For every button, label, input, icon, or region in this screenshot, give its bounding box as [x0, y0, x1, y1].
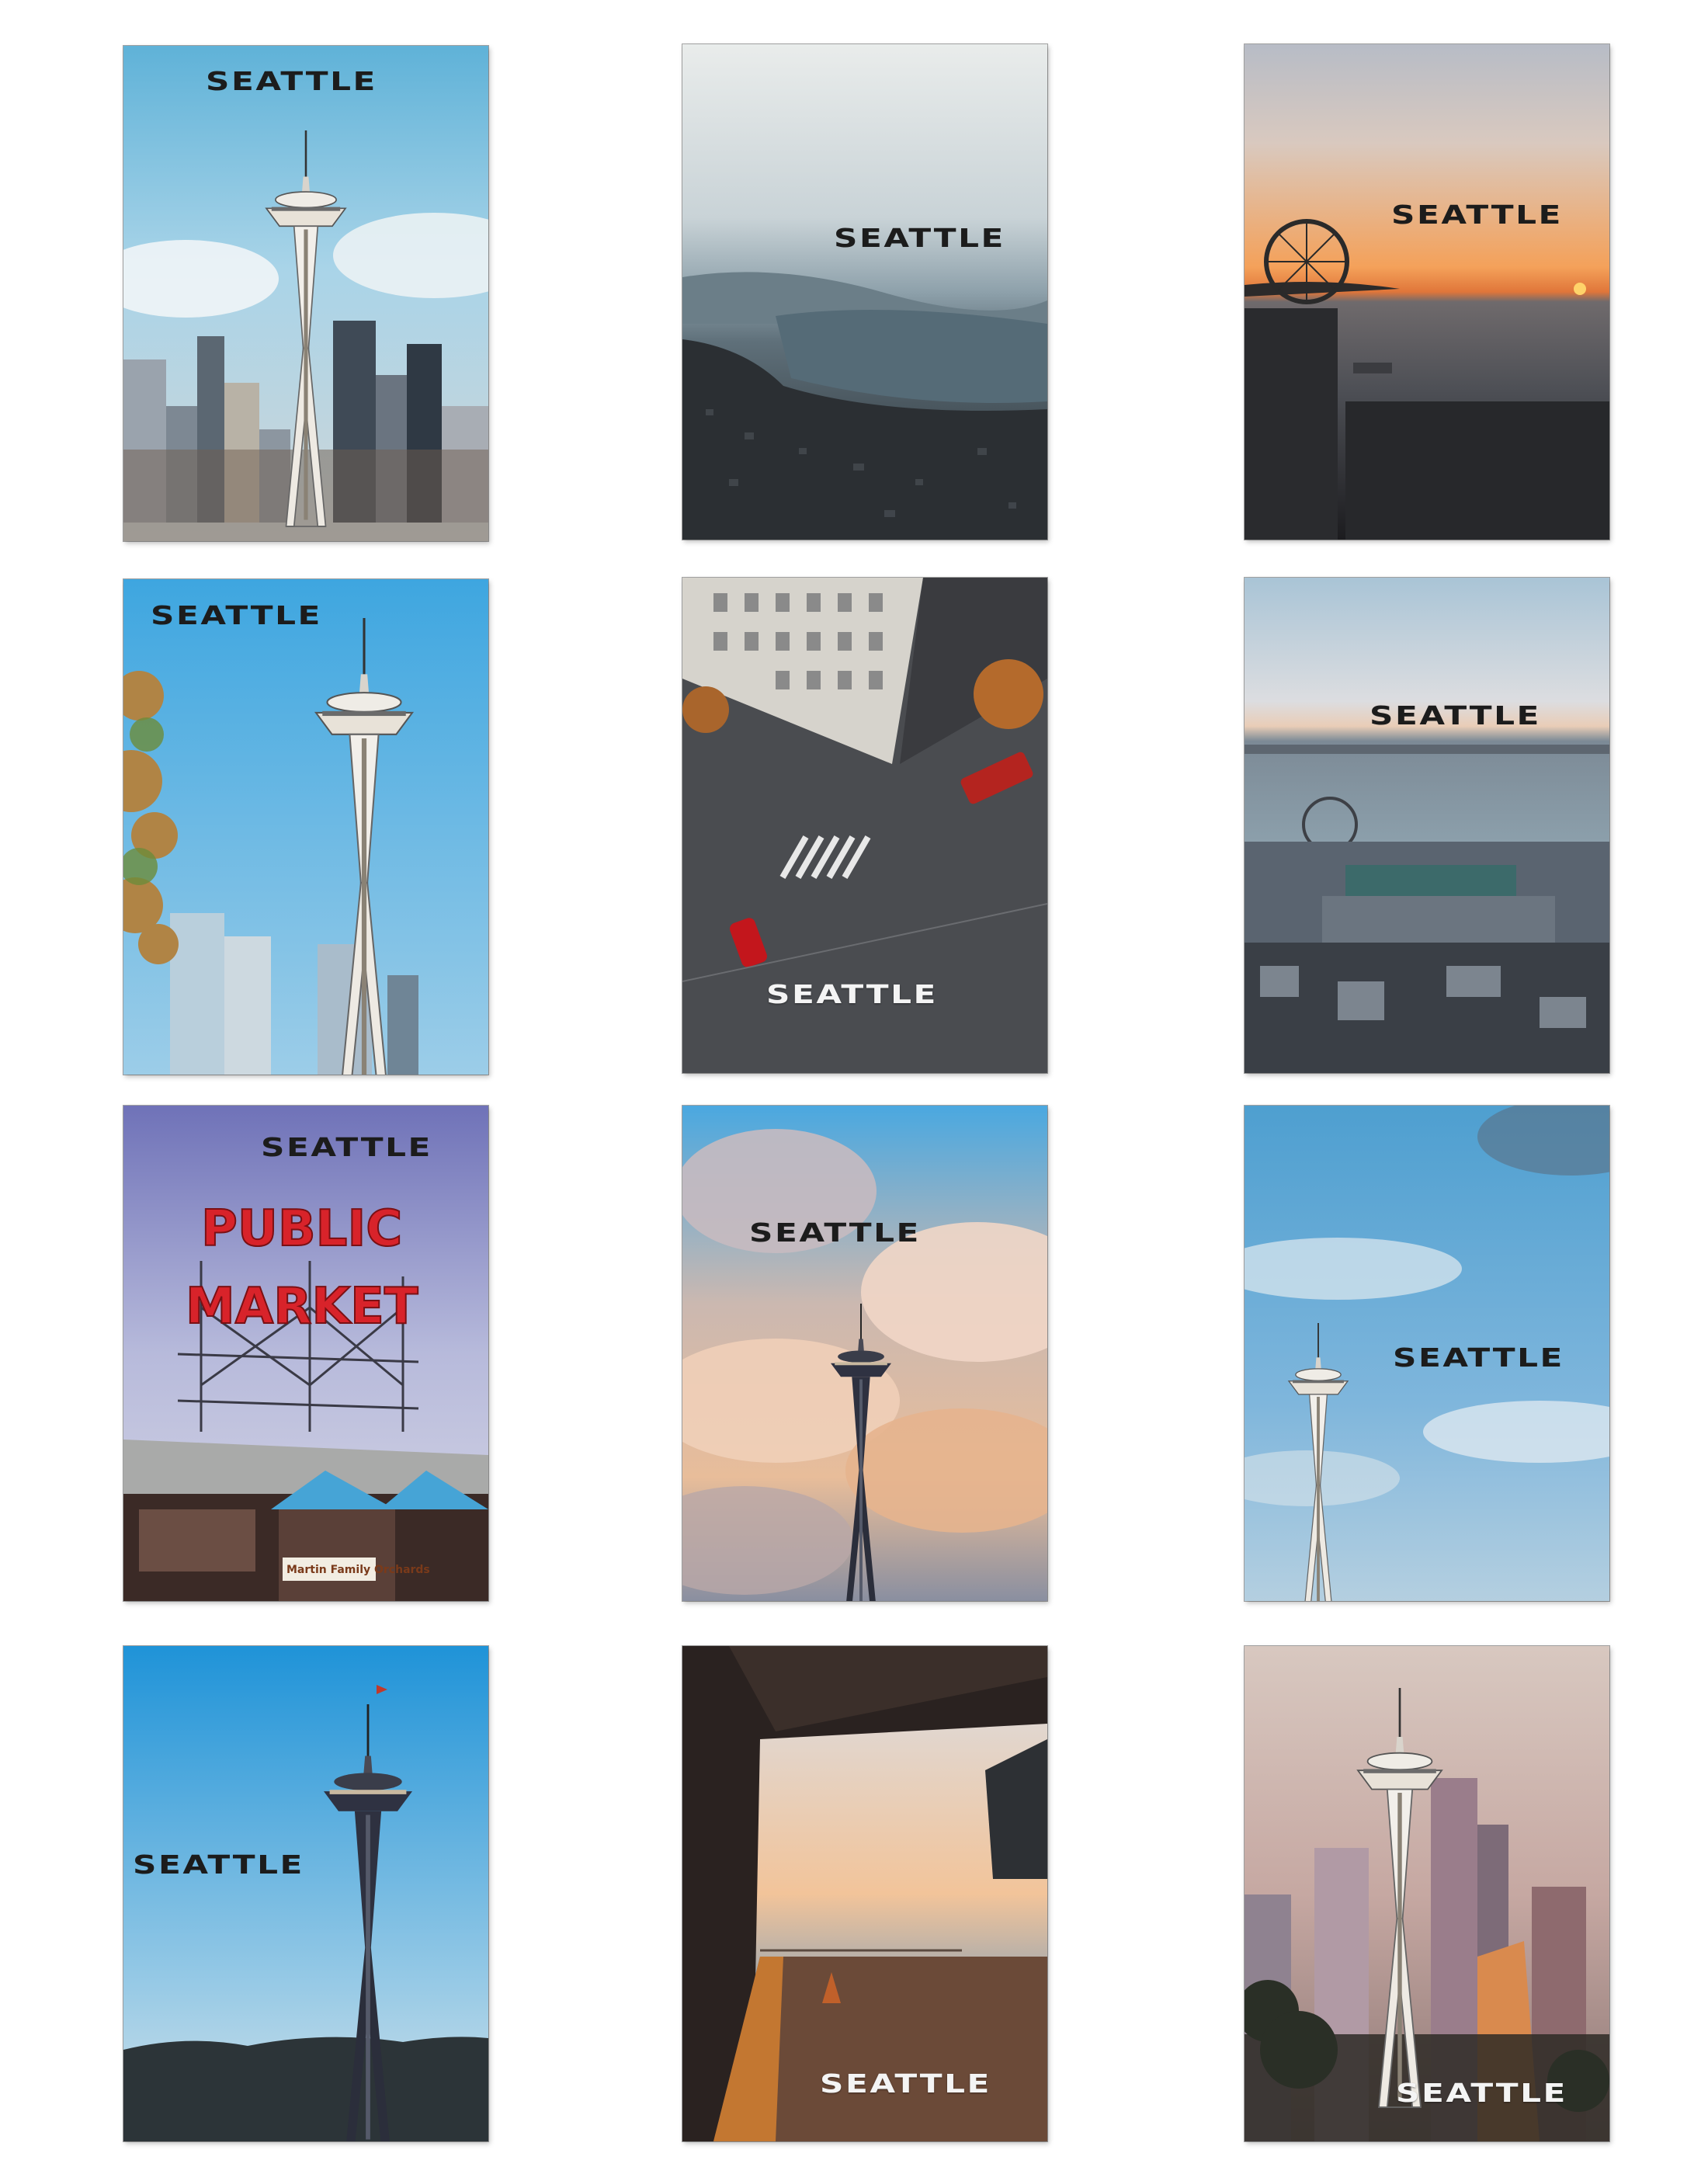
poster-card-12: SEATTLE [1245, 1646, 1609, 2141]
poster-caption: SEATTLE [820, 2068, 991, 2099]
poster-card-3: SEATTLE [1245, 44, 1609, 540]
poster-caption: SEATTLE [766, 979, 938, 1009]
poster-card-4: SEATTLE [123, 579, 488, 1075]
poster-caption: SEATTLE [1391, 200, 1563, 230]
sunset-waterfront-photo [1245, 44, 1609, 540]
aerial-bay-photo [682, 44, 1047, 540]
poster-caption: SEATTLE [206, 66, 377, 96]
space-needle-closeup-photo [123, 579, 488, 1075]
space-needle-sky-photo [1245, 1106, 1609, 1601]
poster-card-2: SEATTLE [682, 44, 1047, 540]
poster-caption: SEATTLE [133, 1849, 304, 1880]
space-needle-dusk-skyline-photo [1245, 1646, 1609, 2141]
street-intersection-photo [682, 578, 1047, 1073]
poster-card-5: SEATTLE [682, 578, 1047, 1073]
poster-caption: SEATTLE [1396, 2078, 1567, 2108]
poster-caption: SEATTLE [834, 223, 1005, 253]
poster-card-7: PUBLIC MARKET Martin Family Orchards SEA… [123, 1106, 488, 1601]
space-needle-skyline-photo [123, 46, 488, 541]
poster-card-8: SEATTLE [682, 1106, 1047, 1601]
public-sign-text: PUBLIC [201, 1200, 402, 1258]
poster-caption: SEATTLE [1393, 1342, 1564, 1373]
pier-sunset-photo [682, 1646, 1047, 2141]
poster-card-11: SEATTLE [682, 1646, 1047, 2141]
poster-card-9: SEATTLE [1245, 1106, 1609, 1601]
harbor-wheel-photo [1245, 578, 1609, 1073]
poster-caption: SEATTLE [749, 1217, 921, 1248]
public-market-photo: PUBLIC MARKET Martin Family Orchards [123, 1106, 488, 1601]
stall-sign-text: Martin Family Orchards [286, 1564, 430, 1576]
poster-caption: SEATTLE [151, 600, 322, 630]
space-needle-blue-sky-photo [123, 1646, 488, 2141]
poster-card-6: SEATTLE [1245, 578, 1609, 1073]
poster-caption: SEATTLE [261, 1132, 432, 1162]
market-sign-text: MARKET [186, 1278, 418, 1335]
poster-caption: SEATTLE [1370, 700, 1541, 731]
poster-card-1: SEATTLE [123, 46, 488, 541]
space-needle-clouds-photo [682, 1106, 1047, 1601]
poster-card-10: SEATTLE [123, 1646, 488, 2141]
